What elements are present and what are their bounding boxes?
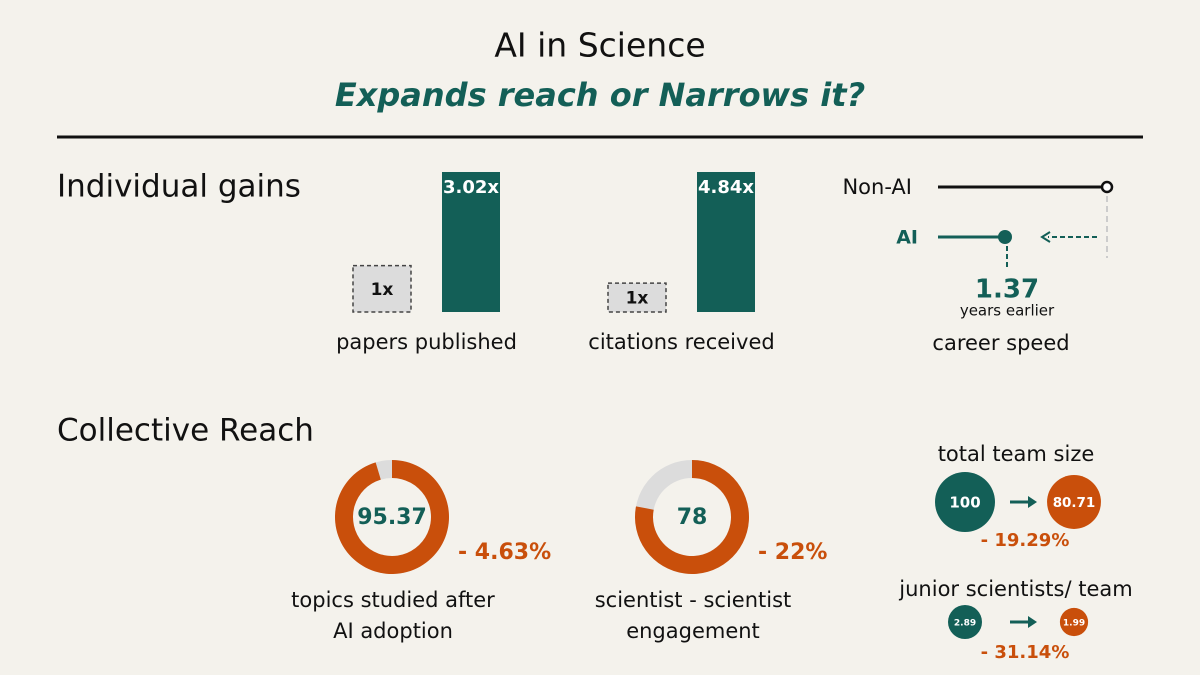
bubble-value: 1.99 — [1063, 619, 1085, 629]
section-heading: Individual gains — [57, 169, 301, 205]
change-label: - 22% — [758, 540, 827, 565]
caption: AI adoption — [333, 619, 453, 643]
note: years earlier — [960, 302, 1055, 320]
donut-arc — [335, 459, 450, 574]
endpoint — [1100, 180, 1114, 194]
caption: citations received — [588, 330, 774, 354]
value-label: 3.02x — [443, 177, 499, 198]
bubble — [935, 472, 995, 532]
bar — [352, 264, 412, 313]
value-label: 1x — [371, 280, 394, 300]
arrow-head — [1040, 231, 1051, 243]
bubble-title: junior scientists/ team — [898, 577, 1132, 601]
caption: scientist - scientist — [595, 588, 792, 612]
bar — [607, 282, 667, 313]
series-label: Non-AI — [842, 175, 912, 199]
change-label: - 19.29% — [981, 530, 1070, 551]
value-label: 4.84x — [698, 177, 754, 198]
section-heading: Collective Reach — [57, 413, 314, 449]
bubble-value: 2.89 — [954, 619, 976, 629]
value-label: 1x — [626, 289, 649, 309]
caption: papers published — [336, 330, 517, 354]
endpoint — [998, 230, 1012, 244]
bubble — [1047, 475, 1101, 529]
caption: engagement — [626, 619, 760, 643]
bar — [442, 172, 500, 312]
value-label: 1.37 — [975, 275, 1039, 305]
donut-arc — [635, 460, 750, 574]
donut-value: 78 — [677, 505, 708, 530]
series-label: AI — [896, 227, 918, 249]
arrow-head — [1028, 616, 1037, 628]
donut-value: 95.37 — [357, 505, 427, 530]
caption: topics studied after — [291, 588, 495, 612]
bubble — [948, 605, 982, 639]
change-label: - 4.63% — [458, 540, 551, 565]
bar — [697, 172, 755, 312]
bubble-value: 80.71 — [1053, 495, 1096, 511]
bubble-value: 100 — [949, 494, 980, 512]
caption: career speed — [932, 331, 1069, 355]
bubble — [1059, 607, 1089, 637]
subtitle: Expands reach or Narrows it? — [335, 76, 865, 114]
change-label: - 31.14% — [981, 642, 1070, 663]
arrow-head — [1028, 496, 1037, 508]
bubble-title: total team size — [938, 442, 1095, 466]
title: AI in Science — [494, 26, 705, 65]
